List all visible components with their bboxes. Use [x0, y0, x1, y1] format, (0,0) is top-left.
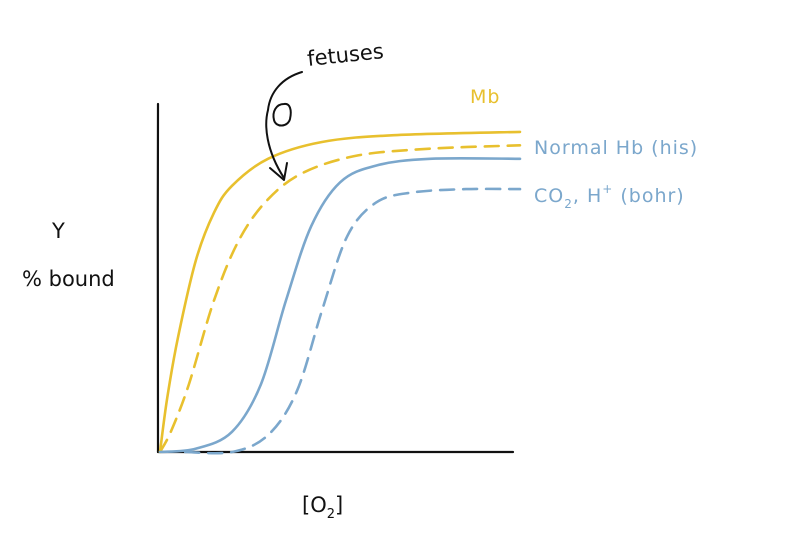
y-axis: [156, 102, 160, 454]
series-normal-hb-line: [158, 157, 522, 454]
bohr-label-part: , H: [573, 185, 602, 207]
series-label-mb: Mb: [470, 86, 500, 108]
bohr-label-part: CO: [534, 185, 564, 207]
bohr-label-subscript: 2: [564, 197, 573, 211]
series-label-normal-hb: Normal Hb (his): [534, 137, 698, 159]
series-mb-line: [158, 130, 522, 454]
series-fetal-line: [158, 144, 522, 454]
annotation-loop: [272, 102, 292, 127]
x-axis-label-subscript: 2: [327, 507, 335, 522]
series-bohr-line: [183, 187, 522, 455]
series-label-normal-hb-text: Normal Hb (his): [534, 137, 698, 159]
x-axis-label: [O2]: [302, 493, 343, 522]
x-axis-label-part: [O: [302, 493, 327, 517]
x-axis-label-part: ]: [335, 493, 343, 517]
y-axis-label-line-1: Y: [51, 219, 65, 243]
annotation-fetuses: fetuses: [306, 39, 385, 71]
annotation-arrowhead: [269, 162, 288, 181]
annotation-arrow: [265, 71, 303, 179]
bohr-label-part: (bohr): [613, 185, 684, 207]
y-axis-label-line-2: % bound: [22, 267, 115, 291]
series-label-bohr: CO2, H+ (bohr): [534, 182, 685, 211]
x-axis: [156, 450, 515, 454]
bohr-label-superscript: +: [602, 182, 613, 196]
